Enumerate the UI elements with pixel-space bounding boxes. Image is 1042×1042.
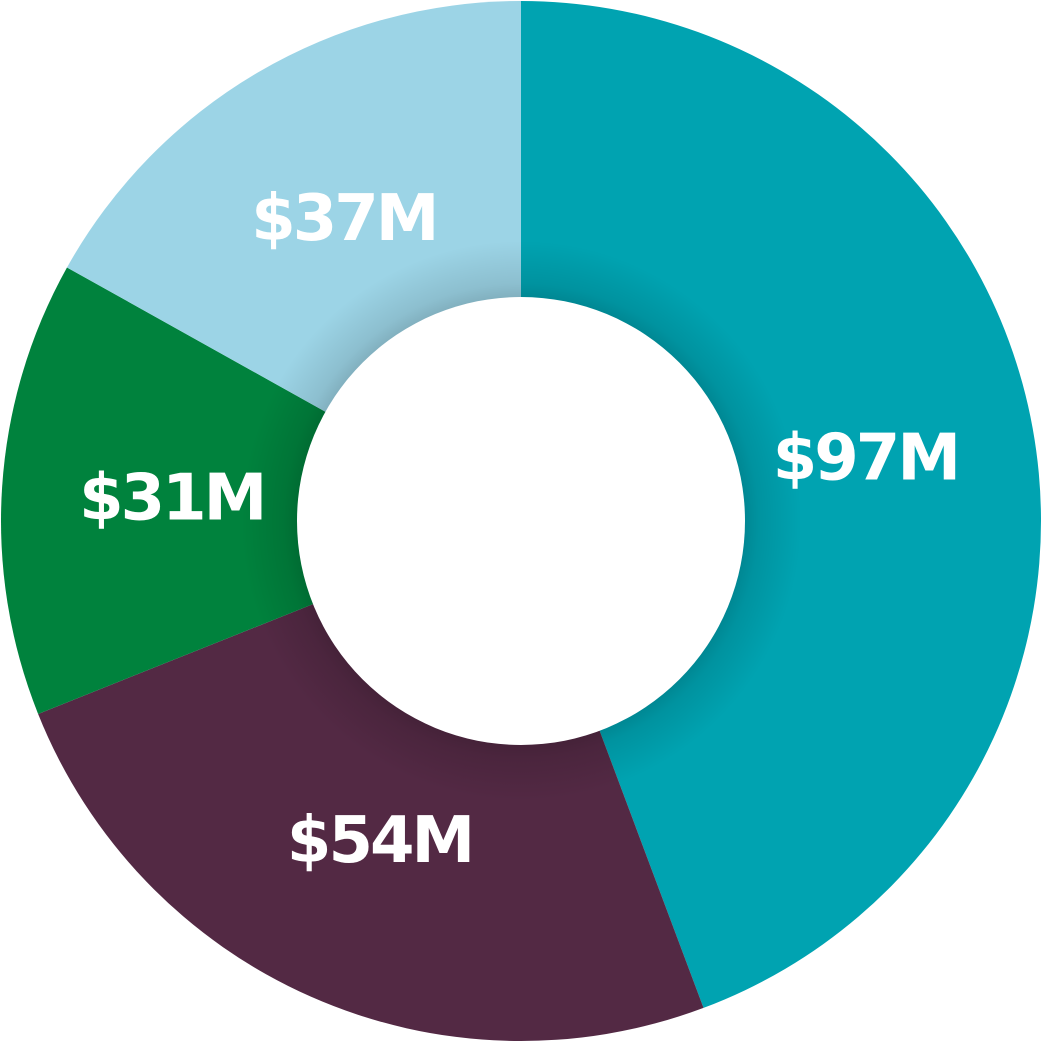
slice-label: $54M [287, 804, 472, 878]
donut-hole [297, 297, 745, 745]
slice-label: $97M [773, 422, 958, 496]
slice-label: $37M [251, 182, 436, 256]
labels-group: $97M $54M $31M $37M [79, 182, 961, 878]
slice-label: $31M [79, 461, 264, 535]
